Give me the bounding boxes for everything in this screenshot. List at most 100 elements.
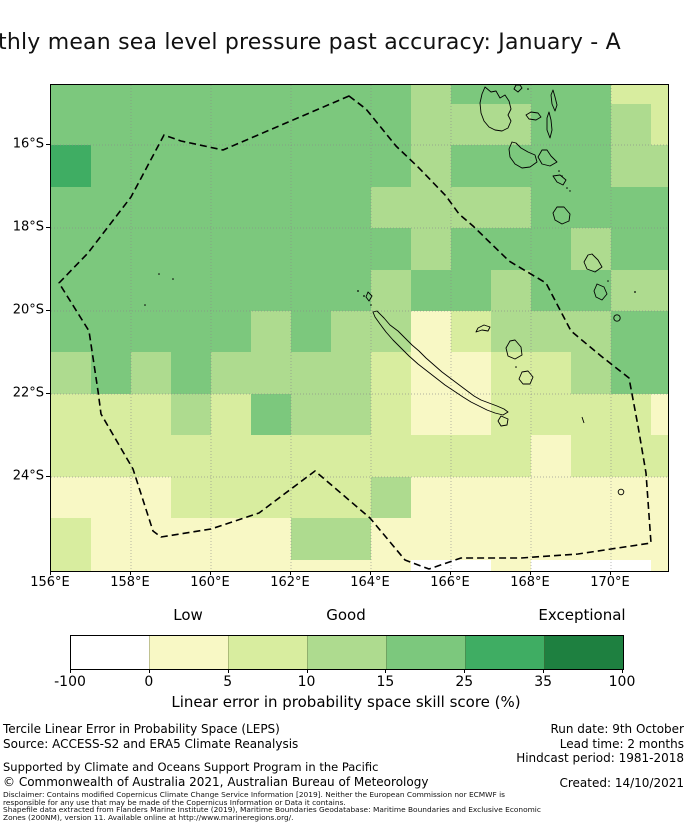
grid-cell — [251, 186, 291, 229]
x-tick-label: 156°E — [30, 575, 70, 590]
colorbar-tick-mark — [385, 669, 387, 673]
grid-cell — [51, 186, 91, 229]
grid-cell — [331, 269, 371, 311]
y-tick-mark — [46, 227, 50, 228]
grid-cell — [291, 310, 331, 353]
grid-cell — [51, 85, 91, 104]
grid-cell — [331, 186, 371, 229]
grid-cell — [171, 228, 211, 270]
grid-cell — [171, 393, 211, 436]
grid-cell — [331, 518, 371, 560]
grid-cell — [531, 352, 571, 394]
grid-cell — [491, 352, 531, 394]
matthew-island-coastline — [617, 488, 625, 496]
grid-cell — [651, 393, 668, 436]
grid-cell — [171, 559, 211, 571]
grid-cell — [291, 103, 331, 146]
grid-cell — [571, 228, 611, 270]
grid-cell — [131, 310, 171, 353]
map-panel — [50, 84, 669, 572]
y-tick-mark — [46, 144, 50, 145]
graticule-gridlines — [51, 85, 668, 571]
new-caledonia-coastline — [372, 310, 509, 416]
grid-cell — [411, 145, 451, 187]
grid-cell — [331, 310, 371, 353]
grid-cell — [171, 518, 211, 560]
grid-cell — [291, 228, 331, 270]
grid-cell — [211, 559, 251, 571]
grid-cell — [291, 186, 331, 229]
grid-cell — [171, 145, 211, 187]
grid-cell — [331, 228, 371, 270]
colorbar-tick-label: 10 — [297, 674, 316, 690]
grid-cell — [331, 435, 371, 477]
grid-cell — [651, 85, 668, 104]
grid-cell — [131, 559, 171, 571]
grid-cell — [91, 186, 131, 229]
grid-cell — [91, 435, 131, 477]
grid-cell — [331, 145, 371, 187]
grid-cell — [171, 85, 211, 104]
reef-specks — [144, 88, 636, 368]
grid-cell — [611, 310, 651, 353]
grid-cell — [451, 145, 491, 187]
grid-cell — [371, 352, 411, 394]
colorbar-category-exceptional: Exceptional — [538, 606, 626, 624]
grid-cell — [291, 85, 331, 104]
x-tick-mark — [370, 571, 371, 575]
grid-cell — [211, 228, 251, 270]
grid-cell — [91, 559, 131, 571]
grid-cell — [371, 103, 411, 146]
grid-cell — [211, 310, 251, 353]
x-tick-label: 160°E — [190, 575, 230, 590]
grid-cell — [91, 518, 131, 560]
footer-line-copyright: © Commonwealth of Australia 2021, Austra… — [3, 775, 429, 789]
grid-cell — [371, 476, 411, 519]
x-tick-mark — [610, 571, 611, 575]
grid-cell — [131, 145, 171, 187]
grid-cell — [291, 393, 331, 436]
y-tick-label: 20°S — [12, 302, 44, 318]
colorbar-tick-mark — [543, 669, 545, 673]
colorbar-segment — [307, 636, 386, 669]
belep-islands-coastline — [365, 291, 373, 302]
eez-boundary-line — [58, 95, 652, 570]
ambrym-coastline — [537, 149, 558, 167]
grid-cell — [451, 269, 491, 311]
grid-cell — [371, 186, 411, 229]
mare-coastline — [518, 370, 534, 385]
colorbar-segment — [228, 636, 307, 669]
grid-cell — [571, 476, 611, 519]
efate-coastline — [552, 206, 571, 225]
colorbar-tick-mark — [148, 669, 150, 673]
grid-cell — [371, 393, 411, 436]
grid-cell — [251, 476, 291, 519]
colorbar-segment — [149, 636, 228, 669]
grid-cell — [51, 145, 91, 187]
grid-cell — [571, 393, 611, 436]
grid-cell — [451, 518, 491, 560]
grid-cell — [531, 476, 571, 519]
grid-cell — [411, 103, 451, 146]
grid-cell — [571, 103, 611, 146]
shapefile-credit-line-2: Zones (200NM), version 11. Available onl… — [3, 813, 294, 822]
grid-cell — [411, 518, 451, 560]
grid-cell — [571, 145, 611, 187]
x-tick-label: 168°E — [510, 575, 550, 590]
colorbar-axis-label: Linear error in probability space skill … — [171, 693, 521, 711]
grid-cell — [611, 103, 651, 146]
grid-cell — [491, 476, 531, 519]
disclaimer-line-1: Disclaimer: Contains modified Copernicus… — [3, 790, 505, 799]
grid-cell — [651, 228, 668, 270]
grid-cell — [211, 85, 251, 104]
grid-cell — [571, 518, 611, 560]
grid-cell — [171, 435, 211, 477]
grid-cell — [371, 269, 411, 311]
footer-line-leps: Tercile Linear Error in Probability Spac… — [3, 722, 280, 736]
y-tick-label: 24°S — [12, 468, 44, 484]
colorbar-segment — [386, 636, 465, 669]
figure-title: thly mean sea level pressure past accura… — [0, 30, 621, 55]
grid-cell — [571, 310, 611, 353]
footer-created-date: Created: 14/10/2021 — [559, 776, 684, 790]
y-tick-label: 16°S — [12, 136, 44, 152]
